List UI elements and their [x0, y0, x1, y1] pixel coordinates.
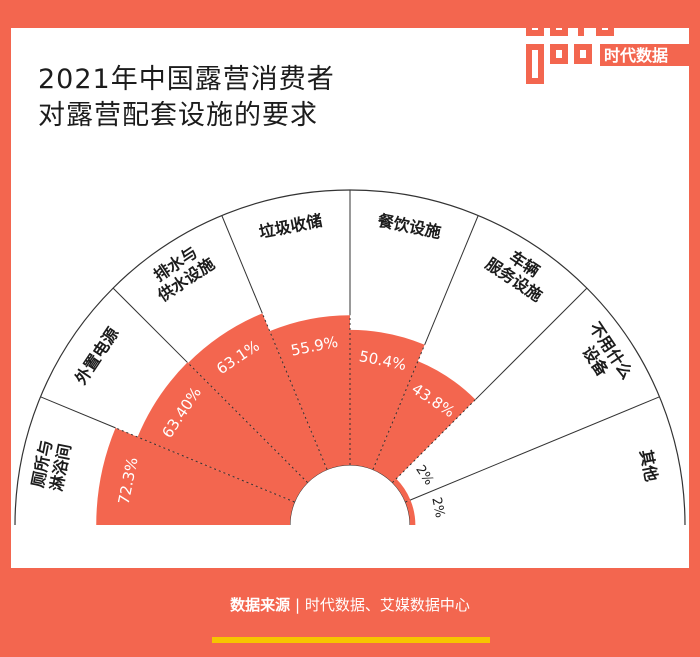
- bar-2: [187, 313, 328, 483]
- bar-6: [392, 478, 411, 503]
- datagoo-logo: 时代数据: [526, 6, 694, 84]
- divider-solid-1: [40, 396, 116, 429]
- category-label-3: 垃圾收储: [257, 211, 323, 242]
- title-line-2: 对露营配套设施的要求: [38, 100, 318, 131]
- source-text: 时代数据、艾媒数据中心: [304, 596, 470, 614]
- divider-dotted-1: [115, 427, 295, 503]
- bar-0: [96, 427, 295, 525]
- bar-1: [137, 362, 308, 503]
- category-label-7: 其他: [636, 448, 661, 483]
- category-label-line: 餐饮设施: [375, 211, 442, 242]
- category-label-6: 不用什么设备: [570, 319, 637, 393]
- divider-solid-3: [221, 215, 263, 314]
- source-separator: |: [294, 596, 301, 614]
- divider-dotted-3: [261, 313, 328, 470]
- divider-dotted-7: [405, 499, 411, 503]
- category-label-5: 车辆服务设施: [482, 238, 556, 305]
- bar-7: [405, 499, 416, 525]
- source-note: 数据来源 | 时代数据、艾媒数据中心: [0, 594, 700, 615]
- category-label-line: 垃圾收储: [257, 211, 323, 242]
- bar-3: [269, 315, 350, 470]
- logo-text: 时代数据: [604, 46, 668, 65]
- divider-solid-6: [475, 287, 588, 400]
- divider-solid-2: [112, 287, 188, 363]
- category-label-line: 外置电源: [71, 324, 123, 389]
- divider-solid-5: [424, 215, 479, 345]
- bar-4: [350, 329, 425, 470]
- category-label-1: 外置电源: [71, 324, 123, 389]
- title-line-1: 2021年中国露营消费者: [38, 64, 335, 95]
- value-label-6: 2%: [412, 463, 436, 488]
- category-label-0: 厕所与淋浴间: [28, 438, 75, 493]
- source-label: 数据来源: [230, 596, 291, 614]
- category-label-2: 排水与供水设施: [143, 238, 218, 306]
- bottom-accent-bar: [212, 637, 490, 643]
- value-label-7: 2%: [428, 496, 447, 519]
- divider-dotted-2: [187, 362, 308, 483]
- bar-5: [372, 361, 476, 483]
- category-label-line: 其他: [636, 448, 661, 483]
- category-label-4: 餐饮设施: [375, 211, 442, 242]
- divider-solid-7: [410, 396, 660, 501]
- chart-title: 2021年中国露营消费者 对露营配套设施的要求: [38, 62, 335, 134]
